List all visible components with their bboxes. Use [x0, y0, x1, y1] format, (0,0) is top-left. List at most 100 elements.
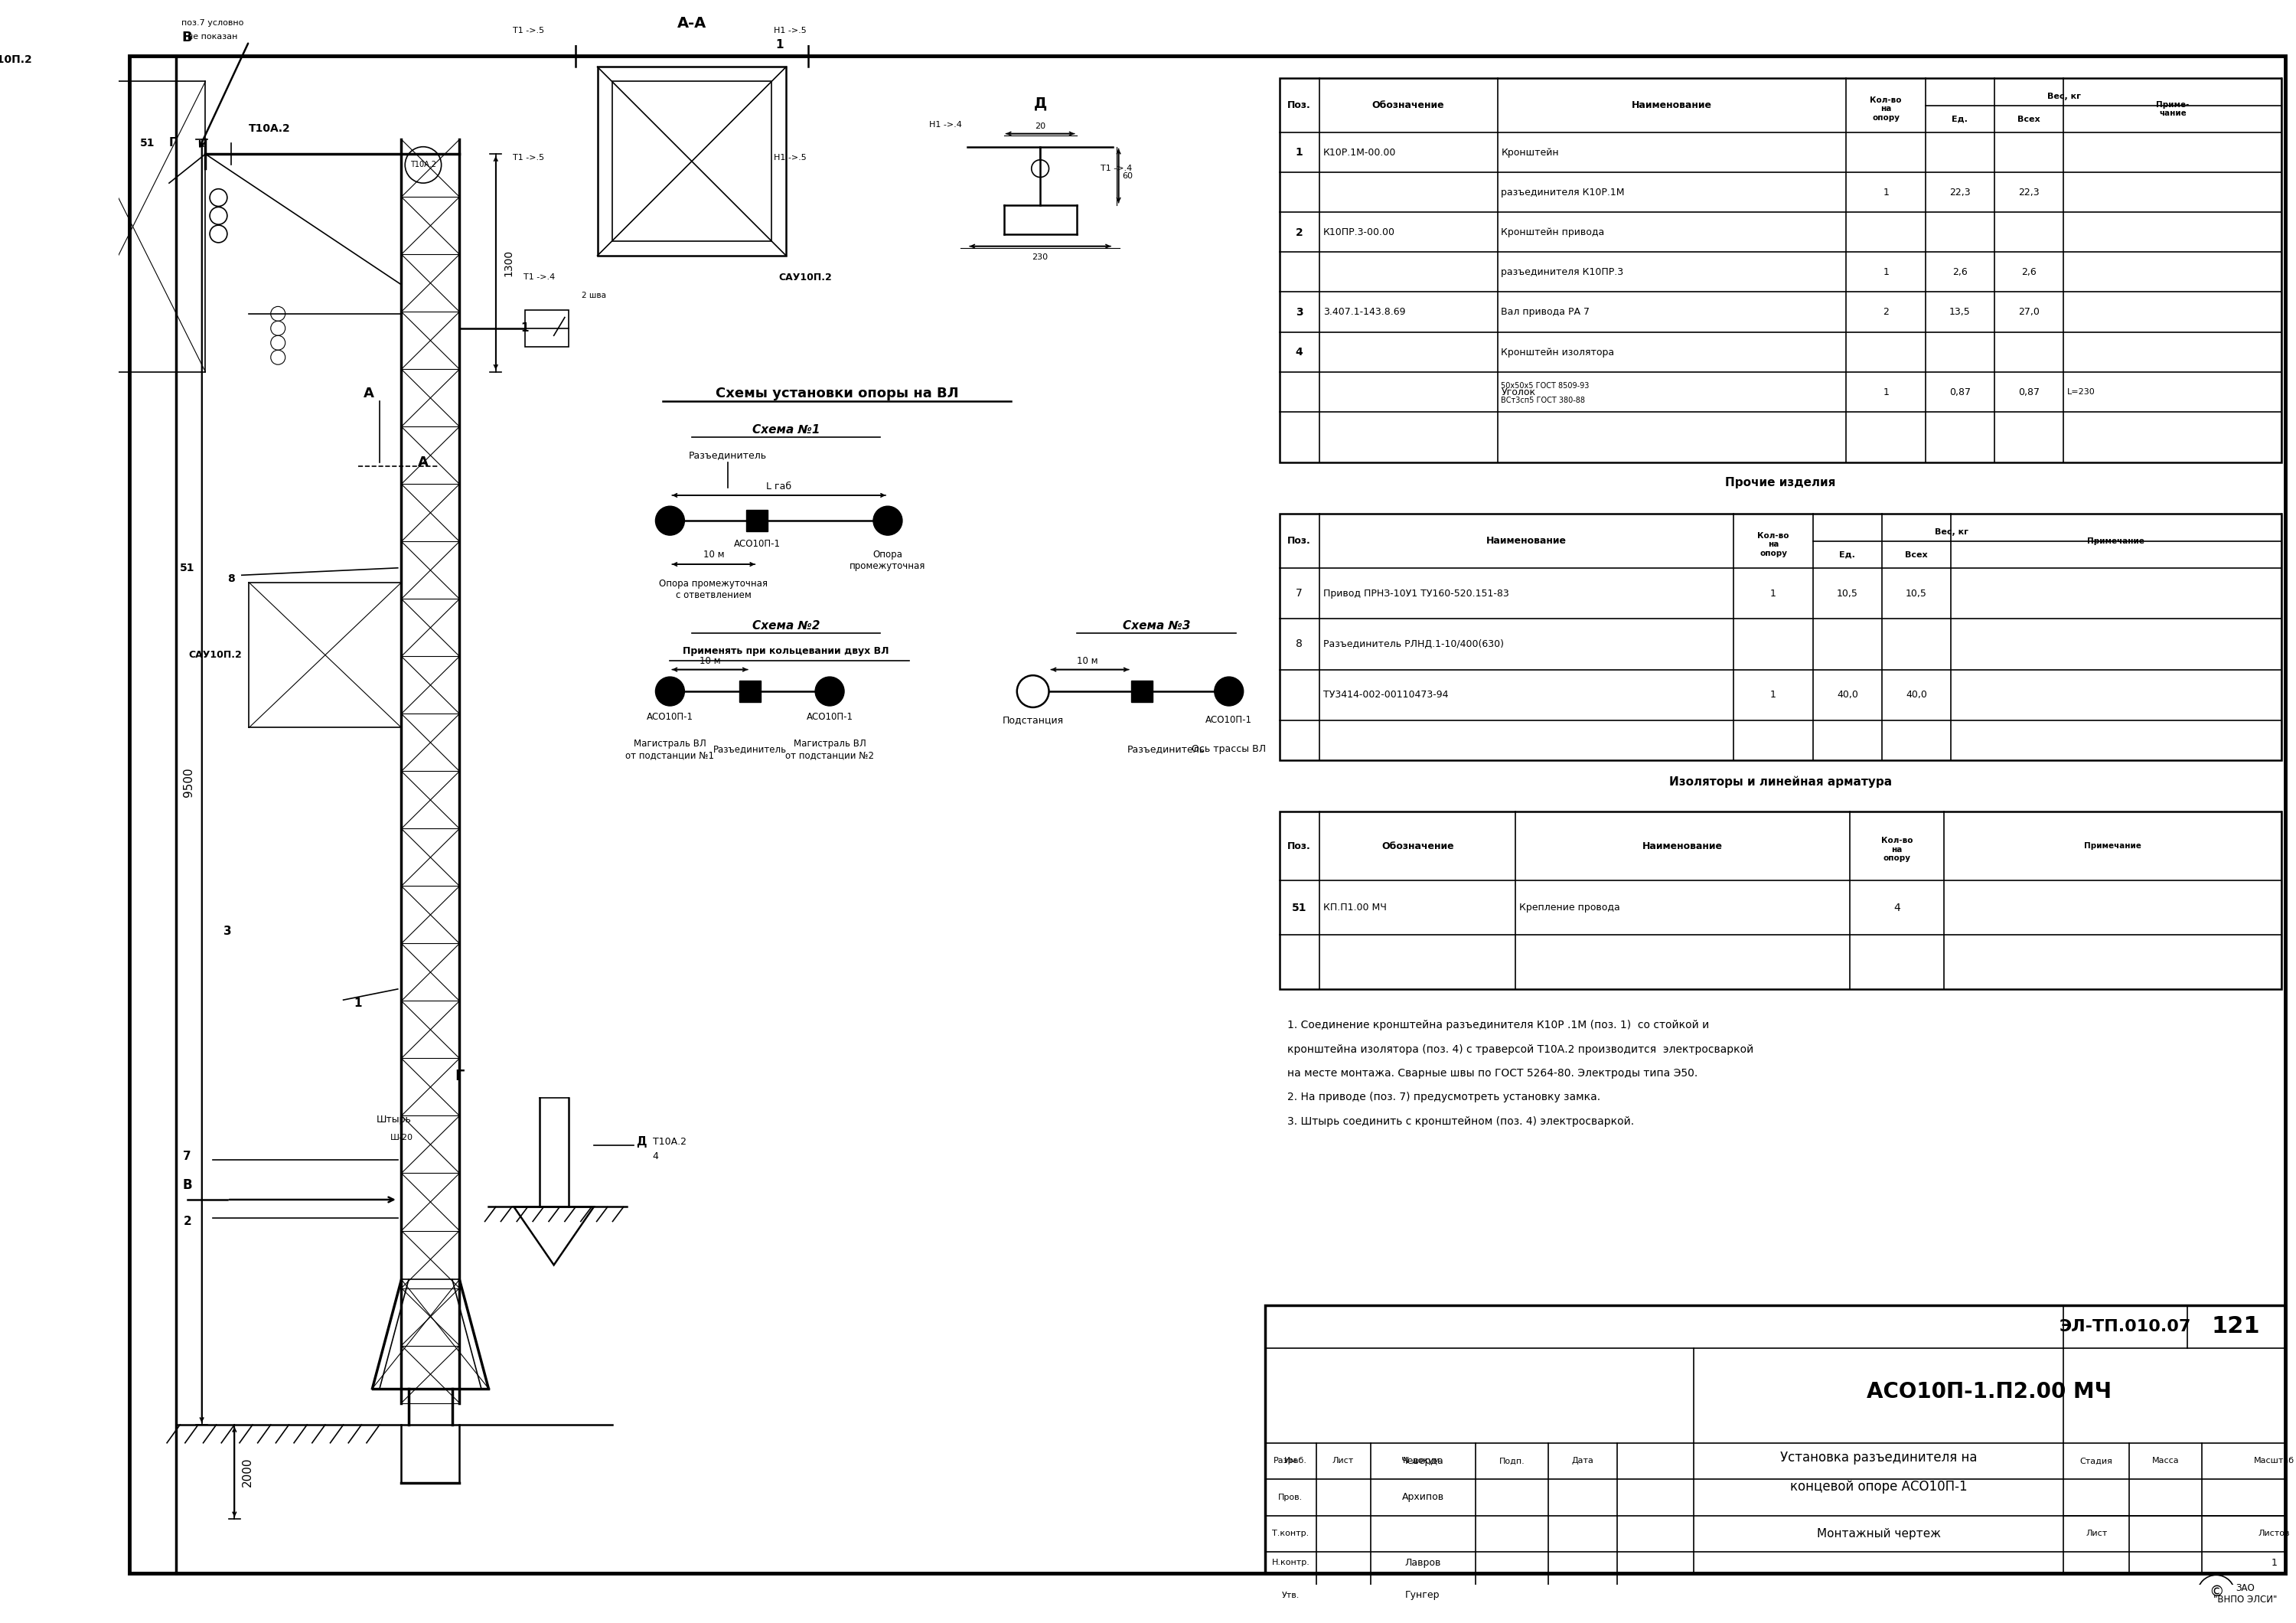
Text: АСО10П-1: АСО10П-1 [1205, 716, 1251, 725]
Text: Схема №2: Схема №2 [753, 620, 820, 631]
Text: 3: 3 [223, 925, 232, 936]
Bar [526, 310, 569, 346]
Text: разъединителя К10Р.1М: разъединителя К10Р.1М [1502, 188, 1626, 198]
Text: ТУ3414-002-00110473-94: ТУ3414-002-00110473-94 [1322, 690, 1449, 700]
Text: АСО10П-1.П2.00 МЧ: АСО10П-1.П2.00 МЧ [1867, 1381, 2112, 1402]
Text: концевой опоре АСО10П-1: концевой опоре АСО10П-1 [1791, 1480, 1968, 1493]
Text: 8: 8 [227, 573, 234, 584]
Text: Ед.: Ед. [1952, 115, 1968, 123]
Text: 1: 1 [1883, 268, 1890, 278]
Bar [597, 67, 785, 256]
Text: N докум.: N докум. [1403, 1457, 1442, 1466]
Text: Опора промежуточная
с ответвлением: Опора промежуточная с ответвлением [659, 579, 767, 601]
Text: 60: 60 [1123, 172, 1132, 180]
Text: Листов: Листов [2259, 1530, 2289, 1537]
Text: Установка разъединителя на: Установка разъединителя на [1779, 1451, 1977, 1464]
Text: 10 м: 10 м [700, 656, 721, 665]
Text: 1: 1 [1883, 388, 1890, 398]
Text: Поз.: Поз. [1288, 101, 1311, 110]
Text: 7: 7 [1295, 588, 1302, 599]
Text: Т10А.2: Т10А.2 [652, 1136, 687, 1146]
Text: 3.407.1-143.8.69: 3.407.1-143.8.69 [1322, 307, 1405, 316]
Text: Приме-
чание: Приме- чание [2156, 101, 2188, 117]
Text: T1 ->.5: T1 ->.5 [512, 26, 544, 34]
Text: Схемы установки опоры на ВЛ: Схемы установки опоры на ВЛ [716, 386, 957, 401]
Text: Схема №3: Схема №3 [1123, 620, 1189, 631]
Text: А-А: А-А [677, 16, 707, 31]
Text: 2: 2 [1295, 227, 1304, 239]
Bar [1279, 513, 2282, 760]
Text: 4: 4 [652, 1151, 659, 1160]
Text: 51: 51 [140, 138, 154, 148]
Text: Примечание: Примечание [2085, 842, 2140, 850]
Text: 13,5: 13,5 [1949, 307, 1970, 316]
Text: 2 шва: 2 шва [581, 292, 606, 299]
Text: 51: 51 [179, 563, 195, 573]
Text: H1 ->.5: H1 ->.5 [774, 26, 806, 34]
Text: Г: Г [455, 1070, 464, 1084]
Text: 1: 1 [1295, 148, 1304, 157]
Bar [1132, 680, 1153, 703]
Text: 4: 4 [1295, 347, 1304, 357]
Text: 1: 1 [354, 998, 363, 1010]
Text: Г: Г [170, 138, 177, 149]
Text: кронштейна изолятора (поз. 4) с траверсой Т10А.2 производится  электросваркой: кронштейна изолятора (поз. 4) с траверсо… [1288, 1044, 1754, 1055]
Text: Прочие изделия: Прочие изделия [1724, 477, 1837, 489]
Circle shape [815, 677, 845, 706]
Text: T1 ->.4: T1 ->.4 [523, 274, 556, 281]
Text: Гунгер: Гунгер [1405, 1591, 1440, 1600]
Text: T1 ->.4: T1 ->.4 [1100, 164, 1132, 172]
Text: 2: 2 [184, 1216, 191, 1227]
Text: Применять при кольцевании двух ВЛ: Применять при кольцевании двух ВЛ [682, 646, 889, 656]
Text: Н.контр.: Н.контр. [1272, 1558, 1309, 1566]
Text: Ось трассы ВЛ: Ось трассы ВЛ [1192, 745, 1265, 755]
Text: L=230: L=230 [2066, 388, 2096, 396]
Text: 2000: 2000 [241, 1457, 253, 1487]
Text: Т.контр.: Т.контр. [1272, 1530, 1309, 1537]
Text: Примечание: Примечание [2087, 537, 2144, 545]
Text: Д: Д [636, 1136, 645, 1147]
Text: Всех: Всех [2018, 115, 2041, 123]
Text: 22,3: 22,3 [1949, 188, 1970, 198]
Text: 10 м: 10 м [1077, 656, 1097, 665]
Text: Им: Им [1283, 1457, 1297, 1466]
Text: не показан: не показан [188, 32, 239, 41]
Text: Утв.: Утв. [1281, 1592, 1300, 1599]
Text: Вал привода РА 7: Вал привода РА 7 [1502, 307, 1589, 316]
Text: Крепление провода: Крепление провода [1520, 902, 1621, 912]
Text: поз.7 условно: поз.7 условно [181, 19, 243, 28]
Text: Опора
промежуточная: Опора промежуточная [850, 550, 925, 571]
Text: Стадия: Стадия [2080, 1457, 2112, 1466]
Text: 4: 4 [1894, 902, 1901, 914]
Text: Подстанция: Подстанция [1003, 716, 1063, 725]
Text: 9500: 9500 [184, 768, 195, 797]
Text: 1: 1 [1883, 188, 1890, 198]
Text: Разъединитель: Разъединитель [714, 745, 788, 755]
Text: 1: 1 [2271, 1558, 2278, 1568]
Text: Магистраль ВЛ
от подстанции №1: Магистраль ВЛ от подстанции №1 [625, 738, 714, 760]
Text: Уголок: Уголок [1502, 388, 1536, 398]
Text: 230: 230 [1033, 253, 1049, 261]
Text: АСО10П-1: АСО10П-1 [735, 539, 781, 549]
Text: САУ10П.2: САУ10П.2 [778, 273, 831, 282]
Text: 27,0: 27,0 [2018, 307, 2039, 316]
Text: Масса: Масса [2151, 1457, 2179, 1466]
Text: САУ10П.2: САУ10П.2 [188, 651, 241, 661]
Text: 8: 8 [1295, 639, 1302, 649]
Text: T1 ->.5: T1 ->.5 [512, 154, 544, 161]
Text: Разъединитель РЛНД.1-10/400(630): Разъединитель РЛНД.1-10/400(630) [1322, 639, 1504, 649]
Text: Д: Д [1033, 96, 1047, 110]
Text: 22,3: 22,3 [2018, 188, 2039, 198]
Text: 10,5: 10,5 [1906, 589, 1926, 599]
Text: ЗАО
"ВНПО ЭЛСИ": ЗАО "ВНПО ЭЛСИ" [2213, 1582, 2278, 1605]
Text: Т10А.2: Т10А.2 [411, 161, 436, 169]
Text: В: В [181, 1178, 193, 1191]
Text: Вес, кг: Вес, кг [2048, 93, 2080, 101]
Text: 2: 2 [1883, 307, 1890, 316]
Text: Кронштейн изолятора: Кронштейн изолятора [1502, 347, 1614, 357]
Text: 7: 7 [184, 1151, 191, 1162]
Text: Лист: Лист [2085, 1530, 2108, 1537]
Text: 1: 1 [776, 39, 783, 50]
Text: К10Р.1М-00.00: К10Р.1М-00.00 [1322, 148, 1396, 157]
Text: Магистраль ВЛ
от подстанции №2: Магистраль ВЛ от подстанции №2 [785, 738, 875, 760]
